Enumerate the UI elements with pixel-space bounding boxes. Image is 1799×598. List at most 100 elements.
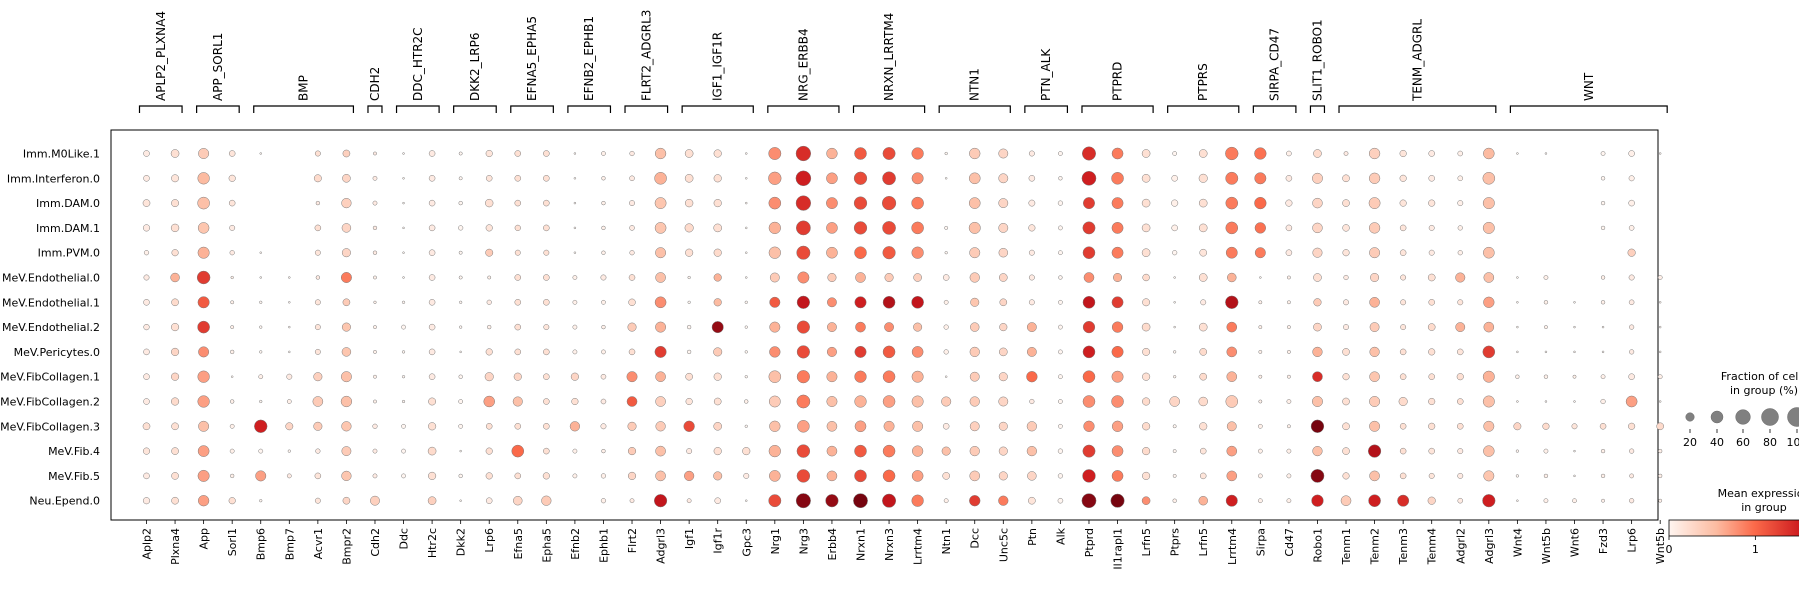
dot [911,494,924,507]
dot [286,399,292,404]
dot [1111,470,1124,482]
dot [1028,249,1035,256]
dot [428,175,436,182]
dot [486,299,492,305]
dot [601,299,606,305]
dot [197,222,210,234]
group-label: DKK2_LRP6 [468,32,482,101]
column-label: Ddc [398,528,411,550]
dot [1428,373,1435,380]
row-label: MeV.Fib.5 [48,470,100,483]
dot [543,373,550,380]
dot [485,198,494,208]
dot [514,249,521,256]
dot [1029,398,1035,405]
dot [572,324,578,330]
dot [998,223,1009,233]
dot [1457,448,1464,455]
dot [254,419,268,433]
row-label: Imm.M0Like.1 [23,148,100,161]
dot [1257,448,1263,454]
column-label: Wnt4 [1511,528,1524,557]
size-legend-label: 60 [1736,436,1750,449]
dot [1026,421,1037,432]
dot [654,296,667,309]
dot [628,348,636,356]
dot [143,150,150,157]
column-label: Ptn [1026,528,1039,546]
dot [1368,222,1381,234]
group-label: WNT [1582,72,1596,101]
dot [943,349,949,355]
dot [853,171,868,185]
dot [686,448,693,455]
dot [1225,246,1238,259]
dot [1198,149,1208,158]
dot [514,323,522,331]
dot [601,349,606,355]
dot [601,324,606,330]
dot [402,152,405,155]
dot [683,420,695,432]
dot [459,499,462,502]
row-label: Imm.DAM.1 [36,222,100,235]
dot [969,421,980,432]
dot [1399,149,1407,158]
dot [629,200,635,207]
dot [968,197,981,209]
dot [198,346,210,358]
dot [428,397,437,406]
dot [1483,272,1495,283]
dot [1312,346,1323,357]
dot [826,222,838,234]
dot [1254,196,1267,210]
dot [911,246,924,259]
dot [1399,447,1407,455]
dot [713,199,722,208]
dot [373,151,377,156]
column-label: Fzd3 [1597,528,1610,554]
group-label: APLP2_PLXNA4 [154,11,168,101]
dot [485,149,493,158]
dot [401,423,406,429]
column-label: Lrrtm4 [1226,528,1239,565]
dot [1026,446,1037,457]
dot [969,495,981,507]
dot [428,249,436,256]
column-label: Alk [1054,527,1067,545]
dot [1515,474,1519,478]
dot [1428,299,1435,306]
group-bracket [1509,105,1668,113]
dot [713,397,722,406]
dot [341,470,352,481]
dot [1600,200,1606,206]
column-label: Erbb4 [826,528,839,560]
dot [826,246,838,259]
dot [944,151,948,156]
dot [259,300,263,304]
dot [941,396,952,407]
dot [826,197,838,209]
dot [1658,350,1662,354]
dot [543,224,550,232]
dot [1427,496,1436,505]
dot [1457,398,1464,405]
dot [1111,246,1124,259]
dot [372,200,378,206]
dot [1483,296,1495,308]
dot [458,176,463,181]
size-legend-title: Fraction of cells [1721,370,1799,383]
dot [600,423,607,430]
dot [514,472,522,480]
dot [1171,199,1179,207]
dot [795,170,812,187]
dot [628,274,636,281]
dot [1658,152,1662,155]
dot [769,420,781,432]
dot [314,150,321,157]
dot [1312,197,1323,209]
dot [512,396,523,407]
dot [1310,419,1325,433]
dot [769,296,781,308]
